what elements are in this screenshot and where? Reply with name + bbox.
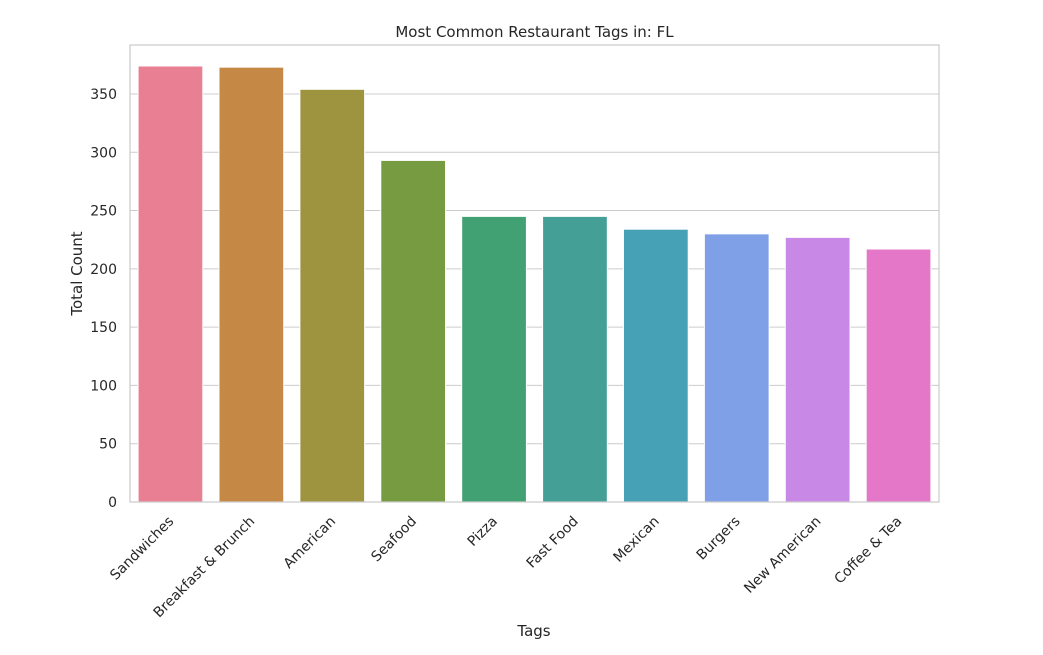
y-tick-label: 350 xyxy=(90,87,117,103)
bar xyxy=(218,66,285,503)
bars xyxy=(137,65,932,503)
bar xyxy=(542,215,608,503)
y-tick-label: 300 xyxy=(90,145,117,161)
plot-frame xyxy=(129,44,940,503)
y-tick-label: 200 xyxy=(90,262,117,278)
x-tick-label: Burgers xyxy=(694,514,744,564)
y-tick-labels: 0 50 100 150 200 250 300 350 xyxy=(90,87,117,511)
x-tick-label: Seafood xyxy=(368,514,420,566)
y-tick-label: 0 xyxy=(108,495,117,511)
y-tick-label: 50 xyxy=(99,437,117,453)
bar xyxy=(380,159,447,503)
bar xyxy=(461,215,527,503)
x-tick-label: Mexican xyxy=(611,514,663,566)
y-tick-label: 150 xyxy=(90,320,117,336)
bar xyxy=(299,88,366,503)
bar xyxy=(784,236,851,503)
bar xyxy=(137,65,204,503)
x-tick-label: Coffee & Tea xyxy=(832,514,906,588)
x-axis-label: Tags xyxy=(516,622,550,640)
x-tick-label: American xyxy=(281,514,339,572)
x-tick-label: New American xyxy=(741,514,824,597)
y-tick-label: 250 xyxy=(90,204,117,220)
x-tick-label: Pizza xyxy=(465,514,501,550)
bar xyxy=(865,248,932,503)
y-tick-label: 100 xyxy=(90,378,117,394)
x-tick-label: Sandwiches xyxy=(107,514,177,584)
bar xyxy=(622,228,689,503)
bar xyxy=(703,233,770,503)
chart-title: Most Common Restaurant Tags in: FL xyxy=(395,23,674,41)
y-axis-label: Total Count xyxy=(68,231,86,316)
x-tick-label: Fast Food xyxy=(524,514,582,572)
